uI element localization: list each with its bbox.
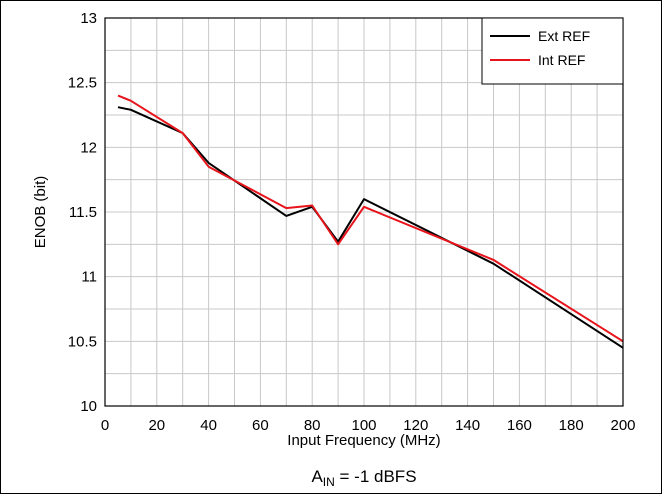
y-tick-label: 10: [80, 398, 97, 415]
series-line-int-ref: [117, 94, 624, 343]
y-tick-label: 11.5: [69, 204, 97, 221]
x-tick-label: 140: [455, 417, 480, 434]
y-tick-label: 11: [81, 269, 97, 286]
x-tick-label: 80: [304, 417, 321, 434]
series-lines: [117, 94, 624, 349]
x-tick-label: 200: [610, 417, 635, 434]
y-axis-title: ENOB (bit): [32, 176, 49, 249]
chart-caption: AIN = -1 dBFS: [311, 467, 416, 489]
x-tick-label: 0: [101, 417, 109, 434]
y-tick-label: 13: [80, 10, 97, 27]
legend-label-int-ref: Int REF: [538, 52, 585, 68]
caption-rest: = -1 dBFS: [335, 467, 417, 486]
y-tick-label: 12.5: [68, 75, 97, 92]
legend-box: [481, 17, 624, 85]
legend-label-ext-ref: Ext REF: [538, 28, 590, 44]
tick-labels: 0 20 40 60 80 100 120 140 160 180 200 10 10.5 11 11.5 1…: [68, 10, 636, 434]
legend: Ext REF Int REF: [481, 17, 624, 85]
x-tick-label: 100: [351, 417, 376, 434]
caption-main: A: [311, 467, 323, 486]
x-tick-label: 120: [403, 417, 428, 434]
caption-subscript: IN: [323, 475, 335, 489]
x-tick-label: 40: [200, 417, 217, 434]
plot-border: [104, 17, 624, 407]
x-tick-label: 20: [148, 417, 165, 434]
series-line-ext-ref: [117, 106, 624, 349]
x-axis-title: Input Frequency (MHz): [287, 432, 440, 449]
x-tick-label: 160: [507, 417, 532, 434]
y-tick-label: 10.5: [68, 333, 97, 350]
x-tick-label: 60: [252, 417, 269, 434]
x-tick-label: 180: [559, 417, 584, 434]
y-tick-label: 12: [80, 139, 97, 156]
